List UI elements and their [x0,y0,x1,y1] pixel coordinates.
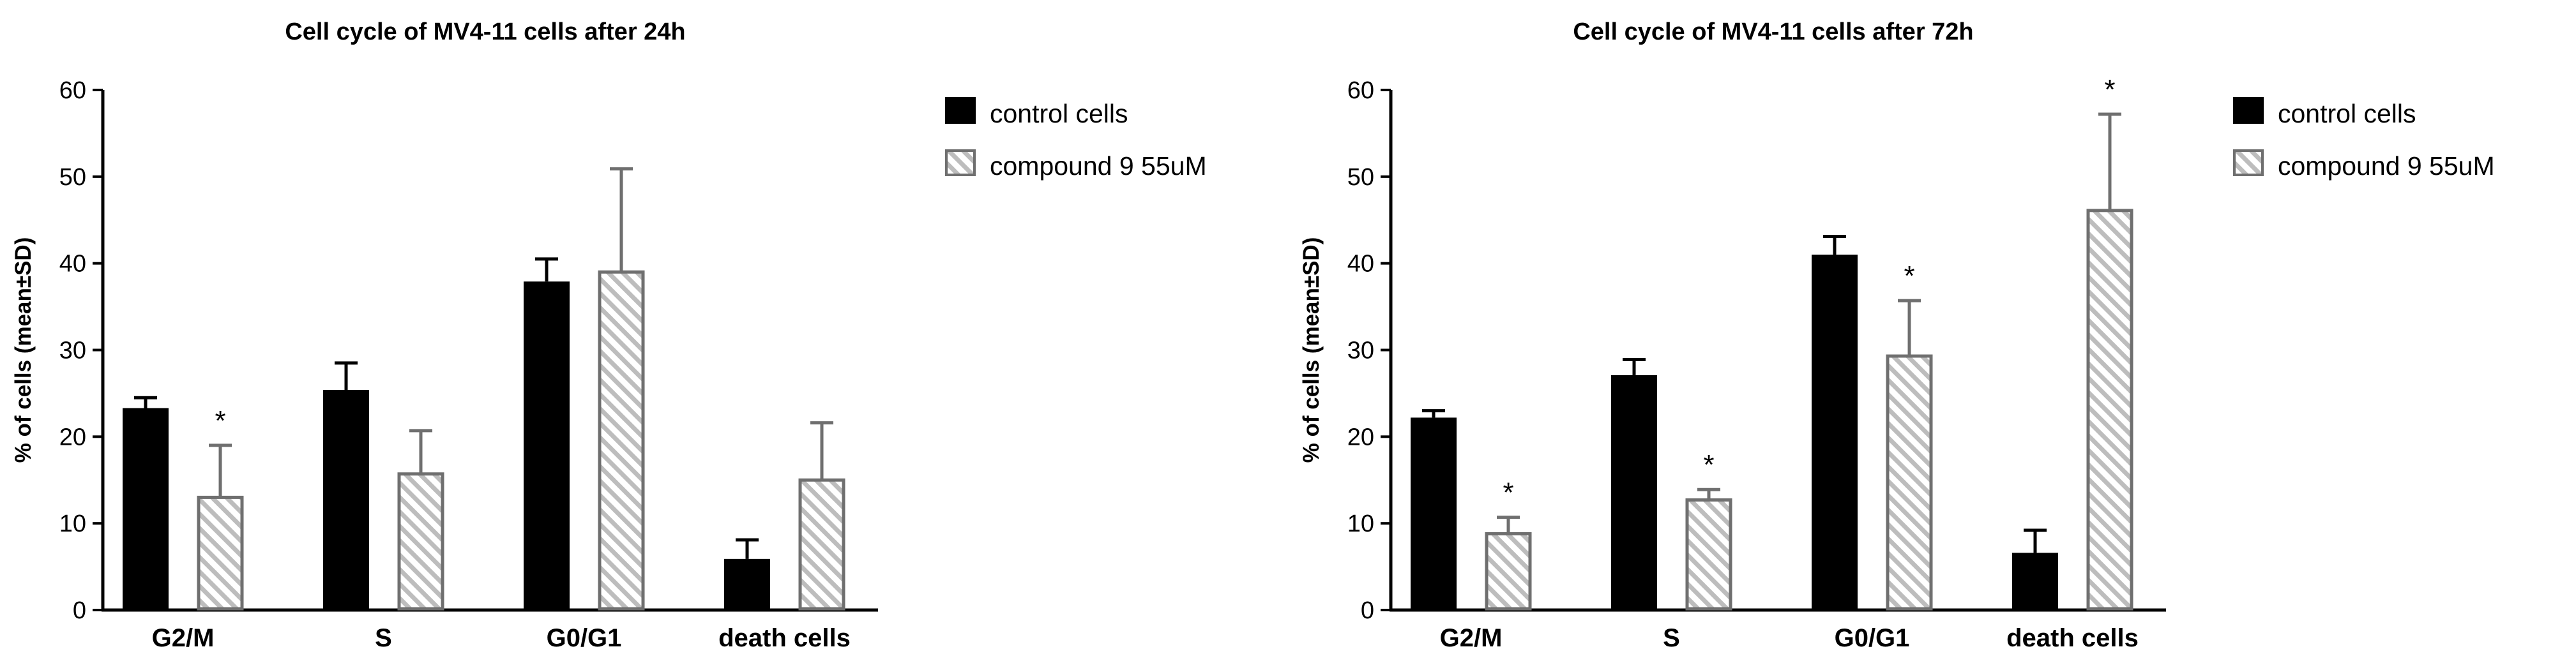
bar-control-cells [123,408,169,610]
y-tick-label: 20 [59,424,86,451]
bar-compound-9 [397,472,444,611]
chart-panel-24h: Cell cycle of MV4-11 cells after 24h 0 10 2… [11,19,1207,652]
bar-compound-9 [598,270,645,611]
y-tick-label: 40 [59,251,86,278]
bar-control-cells [323,389,369,610]
y-tick-label: 60 [1347,77,1374,104]
legend-swatch-control [2233,97,2264,124]
significance-mark: * [215,405,225,436]
legend-label: control cells [2278,99,2416,128]
legend-swatch-control [945,97,976,124]
y-tick-label: 0 [1361,597,1374,624]
y-tick-label: 40 [1347,251,1374,278]
x-category-label: G0/G1 [1835,624,1910,652]
x-category-label: G2/M [152,624,215,652]
bar-control-cells [1411,417,1457,610]
y-tick-label: 10 [1347,510,1374,537]
bar-compound-9 [1485,532,1532,611]
significance-mark: * [1703,449,1714,480]
y-axis-label: % of cells (mean±SD) [1299,237,1324,463]
bar-compound-9 [197,495,244,611]
chart-panel-72h: Cell cycle of MV4-11 cells after 72h 0 10 2… [1288,0,2576,663]
x-category-label: G0/G1 [547,624,622,652]
chart-title: Cell cycle of MV4-11 cells after 72h [1573,19,1973,45]
y-tick-label: 30 [59,338,86,364]
y-tick-label: 0 [73,597,86,624]
bar-compound-9 [798,478,845,611]
chart-title: Cell cycle of MV4-11 cells after 24h [285,19,685,45]
bar-control-cells [524,281,570,611]
x-category-label: G2/M [1440,624,1503,652]
bar-compound-9 [1886,354,1933,611]
bar-compound-9 [1685,498,1732,611]
bar-control-cells [1812,255,1858,610]
legend-label: control cells [990,99,1128,128]
x-category-label: death cells [2006,624,2139,652]
chart-24h: Cell cycle of MV4-11 cells after 24h 0 10 2… [11,19,1207,652]
significance-mark: * [2104,74,2115,105]
y-tick-label: 20 [1347,424,1374,451]
legend-swatch-compound [945,149,976,176]
y-tick-label: 10 [59,510,86,537]
y-tick-label: 30 [1347,338,1374,364]
legend-swatch-compound [2233,149,2264,176]
bar-control-cells [1611,375,1657,610]
significance-mark: * [1503,477,1513,509]
x-category-label: S [1663,624,1680,652]
chart-72h: Cell cycle of MV4-11 cells after 72h 0 10 2… [1299,19,2495,652]
significance-mark: * [1904,260,1914,292]
bar-control-cells [724,558,770,610]
bar-control-cells [2012,553,2058,610]
bar-compound-9 [2086,209,2133,611]
x-category-label: S [375,624,392,652]
legend-label: compound 9 55uM [2278,151,2495,181]
x-category-label: death cells [718,624,851,652]
y-tick-label: 60 [59,77,86,104]
legend-label: compound 9 55uM [990,151,1207,181]
y-tick-label: 50 [1347,164,1374,191]
y-axis-label: % of cells (mean±SD) [11,237,36,463]
y-tick-label: 50 [59,164,86,191]
